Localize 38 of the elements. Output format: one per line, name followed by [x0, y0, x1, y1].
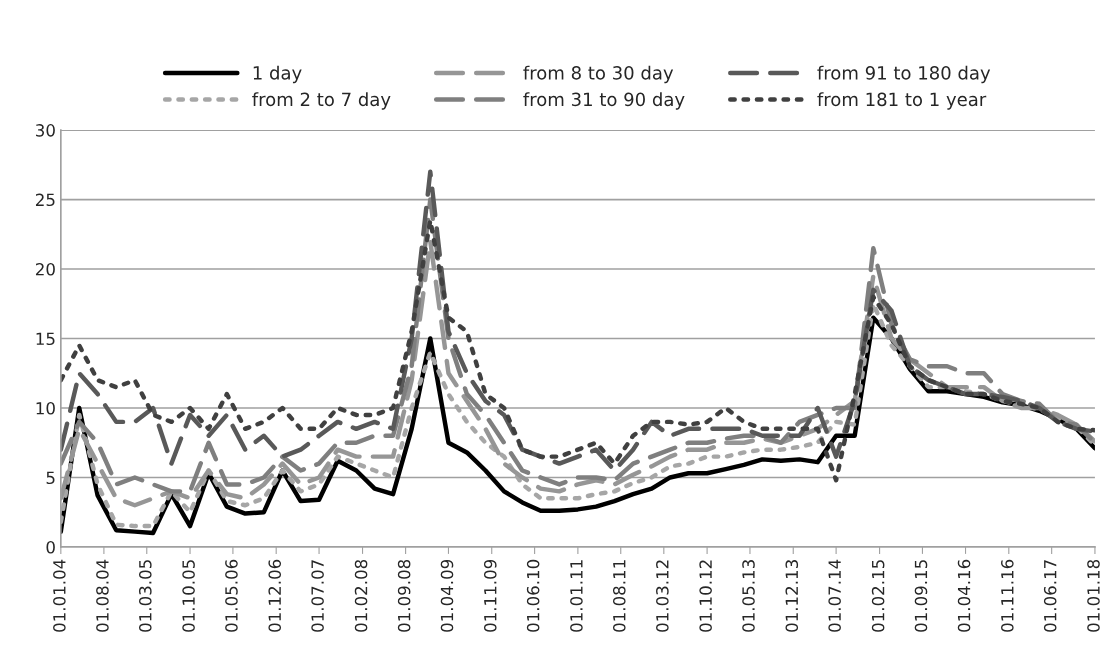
x-tick-label: 01.10.05	[182, 560, 195, 632]
x-tick-label: 01.09.08	[397, 559, 411, 632]
x-tick-label: 01.01.11	[570, 560, 583, 632]
legend-label: from 2 to 7 day	[252, 92, 391, 110]
x-tick-label: 01.04.09	[440, 559, 454, 632]
x-tick-label: 01.05.06	[225, 559, 238, 632]
legend-label: from 181 to 1 year	[817, 92, 987, 110]
x-tick-label: 01.08.11	[612, 560, 626, 632]
legend-label: from 91 to 180 day	[817, 65, 991, 84]
x-tick-label: 01.06.17	[1043, 560, 1057, 632]
x-tick-label: 01.05.13	[742, 560, 755, 632]
legend-label: from 8 to 30 day	[523, 65, 674, 84]
x-tick-label: 01.08.04	[96, 559, 109, 632]
x-tick-label: 01.06.10	[526, 559, 540, 632]
x-tick-label: 01.01.18	[1087, 559, 1100, 632]
x-tick-label: 01.03.12	[656, 560, 669, 632]
x-tick-label: 01.02.08	[354, 559, 368, 632]
x-tick-label: 01.04.16	[957, 559, 971, 632]
x-tick-label: 01.07.07	[311, 560, 324, 632]
x-tick-label: 01.11.16	[1001, 559, 1014, 632]
y-tick-label: 30	[36, 124, 55, 137]
legend-label: from 31 to 90 day	[523, 92, 685, 110]
x-tick-label: 01.02.15	[871, 560, 885, 632]
y-tick-label: 10	[36, 401, 55, 415]
y-tick-label: 0	[46, 540, 55, 554]
x-tick-label: 01.09.15	[914, 560, 928, 632]
y-tick-label: 20	[35, 262, 55, 276]
y-tick-label: 25	[35, 193, 55, 207]
x-tick-label: 01.10.12	[699, 560, 712, 632]
legend-label: 1 day	[253, 65, 302, 84]
y-tick-label: 5	[46, 471, 55, 485]
x-tick-label: 01.07.14	[828, 559, 841, 632]
x-tick-label: 01.12.06	[268, 559, 282, 632]
x-tick-label: 01.03.05	[139, 560, 152, 632]
y-tick-label: 15	[36, 332, 55, 346]
x-tick-label: 01.11.09	[483, 559, 497, 632]
x-tick-label: 01.01.04	[53, 559, 66, 632]
x-tick-label: 01.12.13	[785, 560, 799, 632]
